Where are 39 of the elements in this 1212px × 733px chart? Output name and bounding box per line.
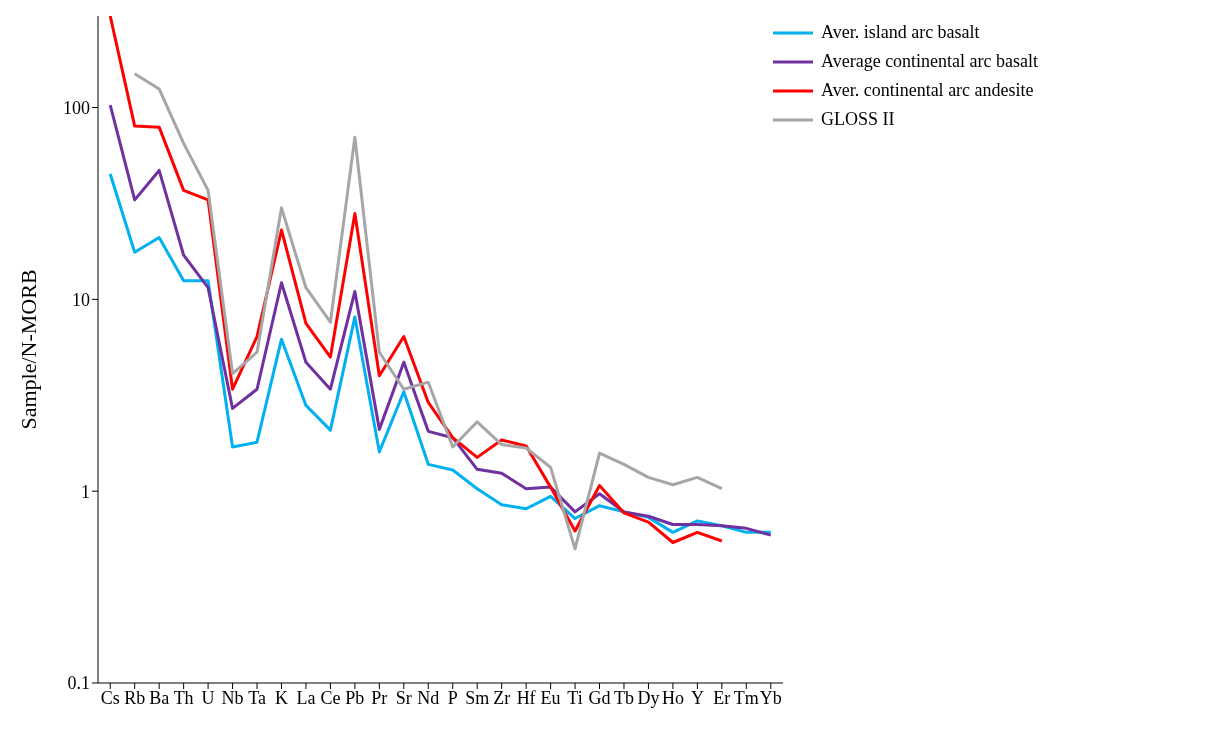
legend-label: Aver. island arc basalt	[821, 22, 980, 43]
x-tick-label: Tm	[733, 687, 759, 708]
y-axis-title: Sample/N-MORB	[15, 269, 41, 430]
y-tick-label: 10	[72, 289, 90, 310]
line-series	[108, 103, 773, 537]
legend-label: Average continental arc basalt	[821, 51, 1039, 72]
x-tick-label: Cs	[100, 687, 120, 708]
x-tick-label: Hf	[516, 687, 536, 708]
x-tick-label: U	[201, 687, 215, 708]
x-tick-label: Gd	[588, 687, 611, 708]
x-tick-label: Dy	[637, 687, 660, 708]
y-tick-label: 0.1	[67, 673, 90, 694]
x-tick-label: P	[447, 687, 458, 708]
x-tick-label: Tb	[613, 687, 634, 708]
x-tick-label: Ho	[661, 687, 684, 708]
x-tick-label: Sm	[465, 687, 490, 708]
x-tick-label: K	[274, 687, 288, 708]
x-tick-label: Ba	[149, 687, 170, 708]
x-tick-label: Zr	[493, 687, 511, 708]
legend-label: Aver. continental arc andesite	[821, 80, 1034, 101]
x-tick-label: Th	[173, 687, 194, 708]
x-tick-label: Nb	[221, 687, 244, 708]
x-tick-label: Rb	[124, 687, 146, 708]
x-tick-label: Yb	[759, 687, 782, 708]
x-tick-label: Sr	[395, 687, 412, 708]
y-tick-label: 100	[63, 97, 90, 118]
x-tick-label: La	[296, 687, 316, 708]
y-tick-label: 1	[81, 481, 90, 502]
x-tick-label: Ta	[248, 687, 266, 708]
legend-label: GLOSS II	[821, 109, 895, 130]
line-series	[133, 72, 724, 551]
x-tick-label: Er	[713, 687, 731, 708]
x-tick-label: Ti	[567, 687, 583, 708]
x-tick-label: Pb	[345, 687, 365, 708]
x-tick-label: Ce	[320, 687, 341, 708]
x-tick-label: Y	[690, 687, 704, 708]
x-tick-label: Eu	[540, 687, 561, 708]
x-tick-label: Pr	[371, 687, 388, 708]
x-tick-label: Nd	[417, 687, 440, 708]
